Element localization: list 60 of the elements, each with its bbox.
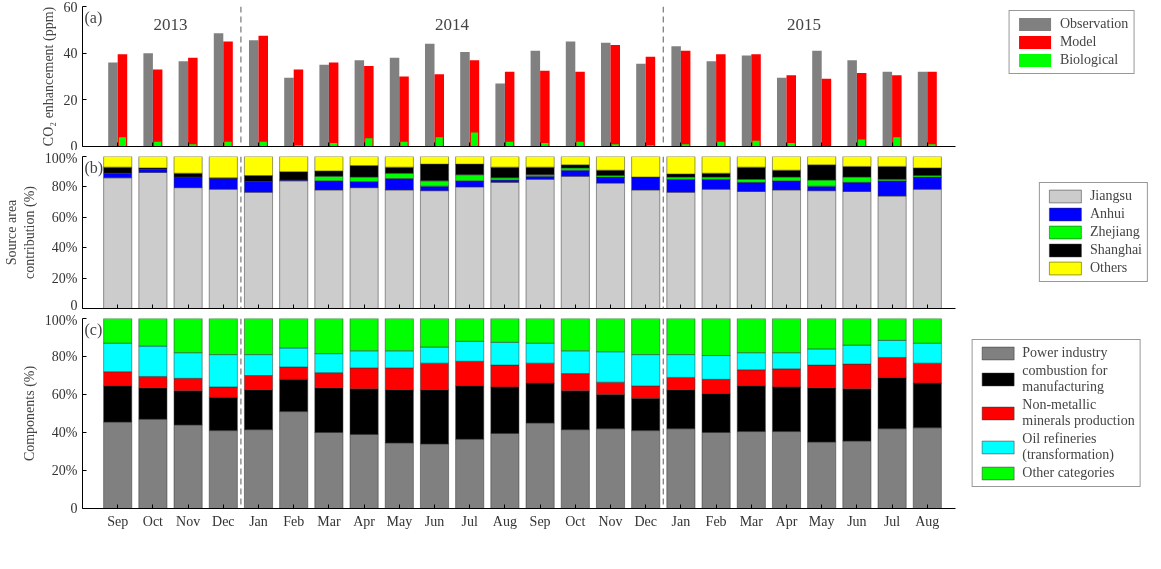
x-tick-label: Feb bbox=[705, 513, 727, 529]
x-tick-label: Jan bbox=[249, 513, 268, 529]
x-tick-label: Sep bbox=[107, 513, 129, 529]
y-tick-label: 20% bbox=[51, 463, 78, 478]
x-tick-label: Jan bbox=[671, 513, 691, 529]
x-tick-label: Mar bbox=[317, 513, 341, 529]
legend-label: Others bbox=[1089, 260, 1128, 276]
annotation: 2013 bbox=[153, 14, 188, 34]
y-tick-label: 0 bbox=[70, 297, 78, 313]
legend-label: Model bbox=[1059, 34, 1097, 50]
x-tick-label: Jun bbox=[424, 513, 445, 529]
y-axis-title: Source area contribution (%) bbox=[3, 185, 38, 279]
x-tick-label: Aug bbox=[915, 513, 940, 529]
legend-label: Jiangsu bbox=[1089, 188, 1132, 204]
annotation: (b) bbox=[84, 158, 104, 177]
y-tick-label: 60% bbox=[51, 209, 78, 225]
y-tick-label: 60 bbox=[63, 0, 78, 15]
x-tick-label: Feb bbox=[283, 513, 305, 529]
x-tick-label: Aug bbox=[492, 513, 517, 529]
legend-label: Shanghai bbox=[1089, 242, 1142, 258]
y-axis-title: CO₂ enhancement (ppm) bbox=[40, 6, 57, 147]
x-tick-label: Apr bbox=[353, 513, 376, 529]
y-tick-label: 20 bbox=[63, 92, 78, 108]
y-tick-label: 60% bbox=[51, 387, 78, 402]
legend-label: Anhui bbox=[1089, 206, 1125, 222]
legend-label: Other categories bbox=[1022, 465, 1115, 481]
y-tick-label: 80% bbox=[51, 349, 78, 364]
y-tick-label: 80% bbox=[51, 179, 78, 195]
annotation: (a) bbox=[84, 8, 103, 27]
legend-label: Non-metallic minerals production bbox=[1022, 397, 1135, 429]
x-tick-label: Oct bbox=[565, 513, 586, 529]
y-tick-label: 40 bbox=[63, 46, 78, 62]
y-tick-label: 40% bbox=[51, 425, 78, 440]
y-axis-title: Components (%) bbox=[21, 365, 38, 462]
legend-label: combustion for manufacturing bbox=[1022, 363, 1108, 395]
legend-label: Observation bbox=[1059, 16, 1129, 32]
x-tick-label: Jul bbox=[883, 513, 901, 529]
legend-label: Oil refineries (transformation) bbox=[1022, 431, 1115, 463]
x-tick-label: May bbox=[808, 513, 835, 529]
x-tick-label: Jul bbox=[461, 513, 478, 529]
x-tick-label: Dec bbox=[634, 513, 657, 529]
annotation: 2014 bbox=[435, 14, 470, 34]
x-tick-label: Dec bbox=[212, 513, 235, 529]
x-tick-label: Mar bbox=[739, 513, 764, 529]
annotation: 2015 bbox=[787, 14, 822, 34]
legend-label: Zhejiang bbox=[1089, 224, 1140, 240]
y-tick-label: 0 bbox=[70, 501, 78, 516]
x-tick-label: Nov bbox=[176, 513, 201, 529]
y-tick-label: 100% bbox=[44, 312, 78, 328]
x-tick-label: Sep bbox=[529, 513, 551, 529]
y-tick-label: 40% bbox=[51, 240, 78, 256]
y-tick-label: 20% bbox=[51, 270, 78, 286]
x-tick-label: Apr bbox=[775, 513, 798, 529]
x-tick-label: Oct bbox=[142, 513, 164, 529]
annotation: (c) bbox=[84, 320, 103, 339]
x-tick-label: May bbox=[386, 513, 413, 529]
x-tick-label: Nov bbox=[598, 513, 623, 529]
x-tick-label: Jun bbox=[847, 513, 867, 529]
legend-label: Power industry bbox=[1022, 345, 1108, 361]
legend-label: Biological bbox=[1059, 52, 1119, 68]
